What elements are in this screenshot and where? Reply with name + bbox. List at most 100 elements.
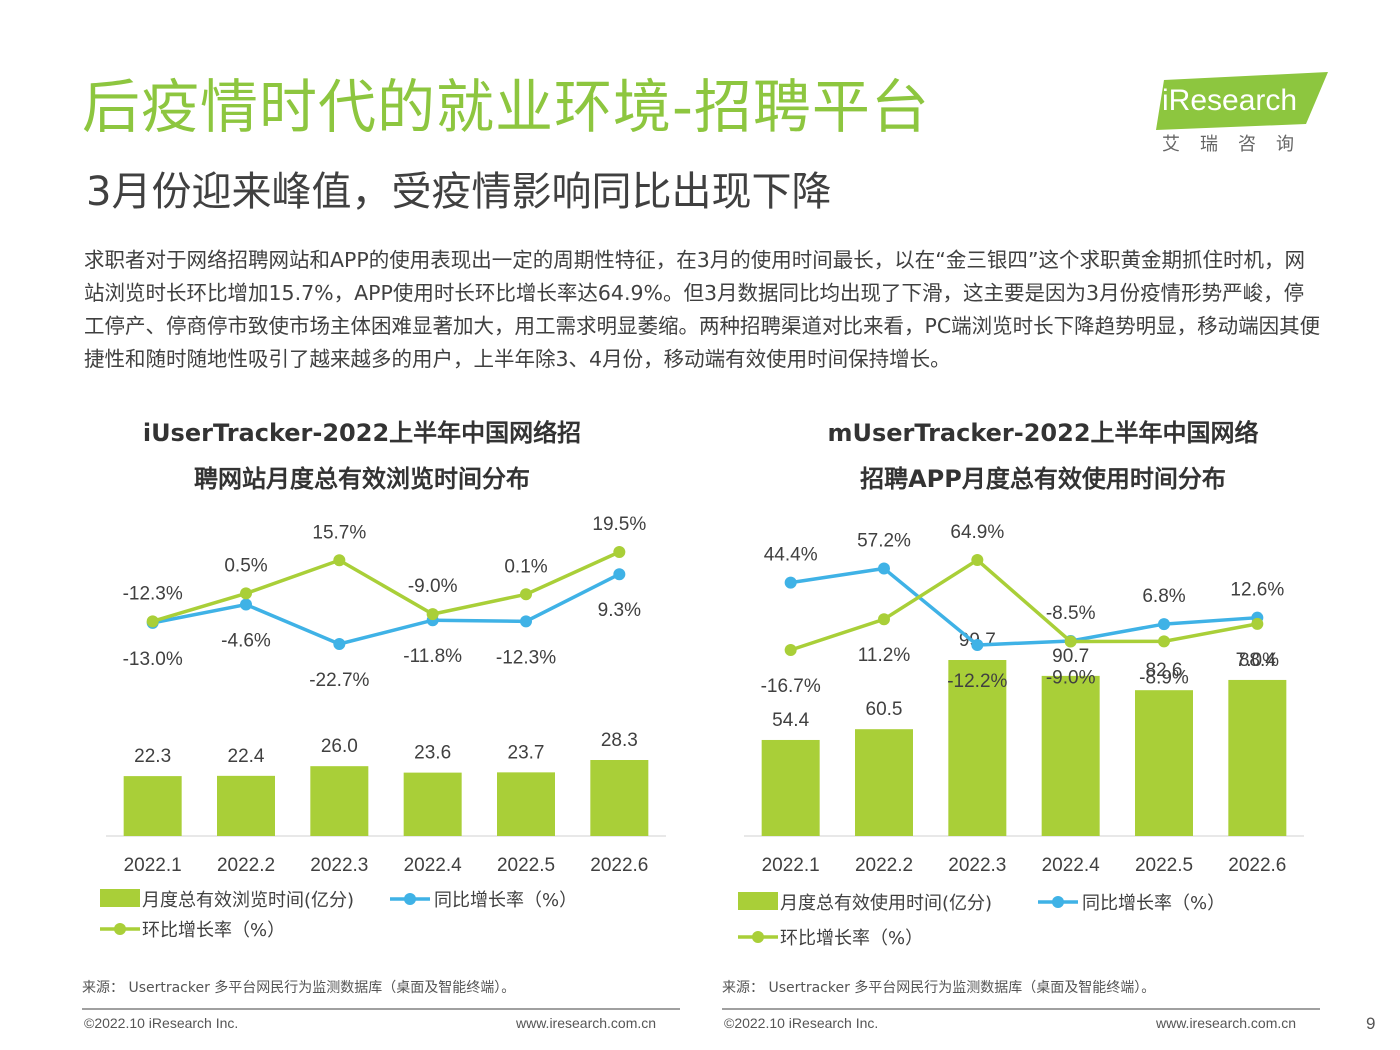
x-tick-label: 2022.1 <box>762 855 820 876</box>
mom-point <box>971 554 984 566</box>
line-value-label: 15.7% <box>312 522 366 543</box>
logo-banner-shape <box>1156 72 1328 130</box>
logo-wordmark: iResearch <box>1162 86 1297 116</box>
yoy-point <box>784 576 797 589</box>
chart2: 54.460.599.790.782.688.42022.12022.22022… <box>728 520 1328 960</box>
x-tick-label: 2022.3 <box>948 855 1006 876</box>
line-value-label: -22.7% <box>309 670 369 691</box>
yoy-point <box>1158 618 1170 631</box>
bar-value-label: 90.7 <box>1052 646 1089 667</box>
line-value-label: 11.2% <box>858 645 911 666</box>
x-tick-label: 2022.2 <box>855 855 913 876</box>
footer-url-right: www.iresearch.com.cn <box>1156 1015 1297 1031</box>
x-tick-label: 2022.1 <box>124 855 182 876</box>
legend-bar-swatch <box>100 889 140 907</box>
line-value-label: -16.7% <box>761 676 821 697</box>
legend-mom-marker <box>114 923 126 935</box>
logo-research: Research <box>1168 84 1298 117</box>
bar-value-label: 23.6 <box>414 743 451 764</box>
mom-point <box>426 608 439 621</box>
bar-2022.4 <box>403 772 462 836</box>
line-value-label: -9.0% <box>1046 668 1096 689</box>
line-value-label: 0.1% <box>504 556 547 577</box>
mom-point <box>1064 635 1077 648</box>
line-value-label: -8.5% <box>1046 603 1096 624</box>
line-value-label: 6.8% <box>1142 586 1185 607</box>
x-tick-label: 2022.2 <box>217 855 275 876</box>
line-value-label: 0.5% <box>224 555 267 576</box>
iresearch-logo: iResearch 艾瑞咨询 <box>1156 72 1328 162</box>
bar-2022.3 <box>948 660 1007 836</box>
page-title: 后疫情时代的就业环境-招聘平台 <box>82 73 930 141</box>
bar-2022.2 <box>217 775 275 836</box>
legend-bar-label: 月度总有效浏览时间(亿分) <box>142 890 354 911</box>
line-value-label: 57.2% <box>857 530 911 551</box>
legend-yoy-marker <box>1052 896 1064 908</box>
bar-value-label: 28.3 <box>601 730 638 751</box>
bar-2022.5 <box>1135 690 1193 836</box>
page-number: 9 <box>1366 1014 1376 1033</box>
chart1-title-line2: 聘网站月度总有效浏览时间分布 <box>194 465 530 493</box>
x-tick-label: 2022.4 <box>404 855 463 876</box>
yoy-point <box>333 638 346 650</box>
bar-value-label: 22.3 <box>134 746 171 767</box>
mom-point <box>613 546 626 558</box>
line-value-label: 12.6% <box>1230 580 1284 601</box>
chart2-title-line1: mUserTracker-2022上半年中国网络 <box>827 419 1259 447</box>
bar-value-label: 23.7 <box>508 742 545 763</box>
mom-line <box>790 557 1258 652</box>
footer-copyright-left: ©2022.10 iResearch Inc. <box>84 1015 239 1031</box>
chart1-title: iUserTracker-2022上半年中国网络招 聘网站月度总有效浏览时间分布 <box>92 410 632 502</box>
footer-url-left: www.iresearch.com.cn <box>516 1015 657 1031</box>
line-value-label: -12.2% <box>947 671 1007 692</box>
x-tick-label: 2022.4 <box>1042 855 1101 876</box>
yoy-point <box>613 568 626 581</box>
yoy-point <box>971 639 984 652</box>
x-tick-label: 2022.3 <box>310 855 368 876</box>
bar-value-label: 88.4 <box>1239 650 1276 671</box>
bar-value-label: 54.4 <box>772 710 809 731</box>
bar-2022.4 <box>1041 675 1100 836</box>
yoy-point <box>878 562 890 575</box>
line-value-label: -11.8% <box>403 646 462 667</box>
yoy-point <box>240 598 252 611</box>
mom-point <box>1251 617 1264 630</box>
line-value-label: -13.0% <box>123 649 183 670</box>
bar-2022.6 <box>1228 679 1287 836</box>
bar-2022.5 <box>497 772 555 836</box>
chart2-title: mUserTracker-2022上半年中国网络 招聘APP月度总有效使用时间分… <box>758 410 1328 502</box>
mom-point <box>333 554 346 567</box>
line-value-label: 9.3% <box>598 600 641 621</box>
mom-line <box>152 550 621 624</box>
line-value-label: -12.3% <box>123 583 183 604</box>
mom-point <box>146 615 159 628</box>
yoy-line <box>790 566 1258 647</box>
chart1-source-note: 来源： Usertracker 多平台网民行为监测数据库（桌面及智能终端）。 <box>82 980 516 996</box>
bar-2022.1 <box>123 776 182 836</box>
bar-2022.2 <box>855 729 913 836</box>
chart1: 22.3 22.4 26.0 23.6 23.7 28.3 2022.1 2022.2 2022… <box>90 514 690 960</box>
page-subtitle: 3月份迎来峰值，受疫情影响同比出现下降 <box>86 169 832 215</box>
legend-yoy-label: 同比增长率（%） <box>434 890 577 911</box>
chart2-plot: 54.460.599.790.782.688.42022.12022.22022… <box>738 522 1304 949</box>
line-value-label: 7.0% <box>1236 650 1279 671</box>
mom-point <box>878 613 890 626</box>
x-tick-label: 2022.6 <box>1228 855 1286 876</box>
bar-value-label: 60.5 <box>866 699 903 720</box>
line-value-label: 19.5% <box>592 514 646 535</box>
yoy-point <box>520 615 532 628</box>
logo-chinese-name: 艾瑞咨询 <box>1162 134 1314 155</box>
bar-2022.3 <box>310 766 369 836</box>
yoy-line <box>152 572 621 646</box>
chart2-source-note: 来源： Usertracker 多平台网民行为监测数据库（桌面及智能终端）。 <box>722 980 1156 996</box>
legend-yoy-marker <box>404 893 416 905</box>
mom-point <box>784 644 797 656</box>
line-value-label: 44.4% <box>764 545 818 566</box>
x-tick-label: 2022.6 <box>590 855 648 876</box>
legend-mom-label: 环比增长率（%） <box>142 920 285 941</box>
logo-i: i <box>1162 84 1169 117</box>
footer-divider-right <box>722 1008 1320 1010</box>
line-value-label: -8.9% <box>1139 667 1189 688</box>
x-tick-label: 2022.5 <box>497 855 555 876</box>
bar-value-label: 82.6 <box>1146 660 1183 681</box>
